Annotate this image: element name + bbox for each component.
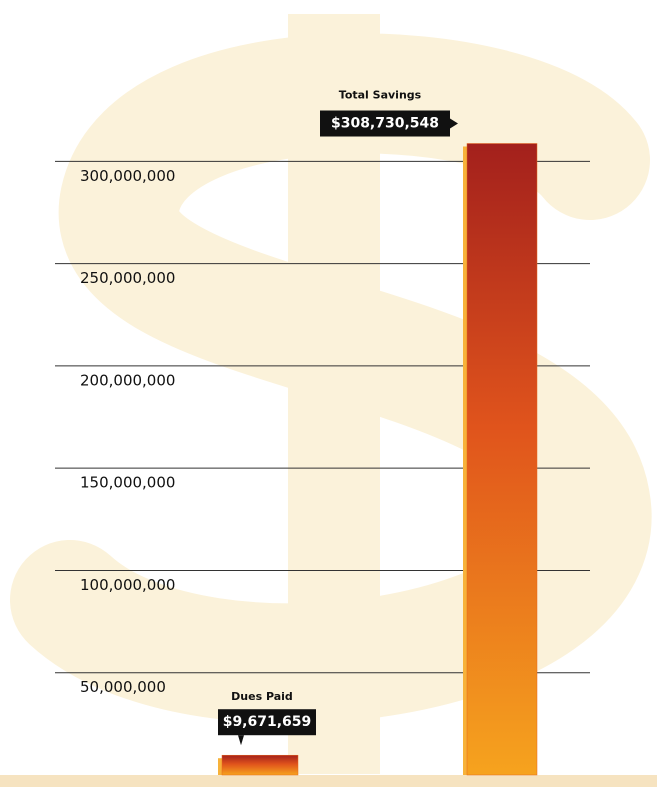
category-label: Dues Paid [231, 690, 293, 703]
bar-side [218, 758, 222, 775]
background-dollar [10, 14, 652, 774]
category-label: Total Savings [339, 89, 422, 102]
callout-box [320, 110, 450, 137]
y-tick-label: 250,000,000 [80, 269, 175, 287]
floor [0, 775, 657, 787]
y-tick-label: 150,000,000 [80, 474, 175, 492]
value-label: $308,730,548 [331, 116, 439, 132]
bar-side [463, 146, 467, 776]
y-tick-label: 300,000,000 [80, 167, 175, 185]
callout-pointer [450, 118, 458, 129]
bar [466, 143, 538, 776]
callout-box [218, 709, 316, 736]
bar [221, 754, 299, 776]
y-tick-label: 100,000,000 [80, 576, 175, 594]
y-tick-label: 50,000,000 [80, 678, 166, 696]
value-label: $9,671,659 [223, 714, 312, 730]
y-tick-label: 200,000,000 [80, 371, 175, 389]
callout-pointer [238, 735, 244, 746]
